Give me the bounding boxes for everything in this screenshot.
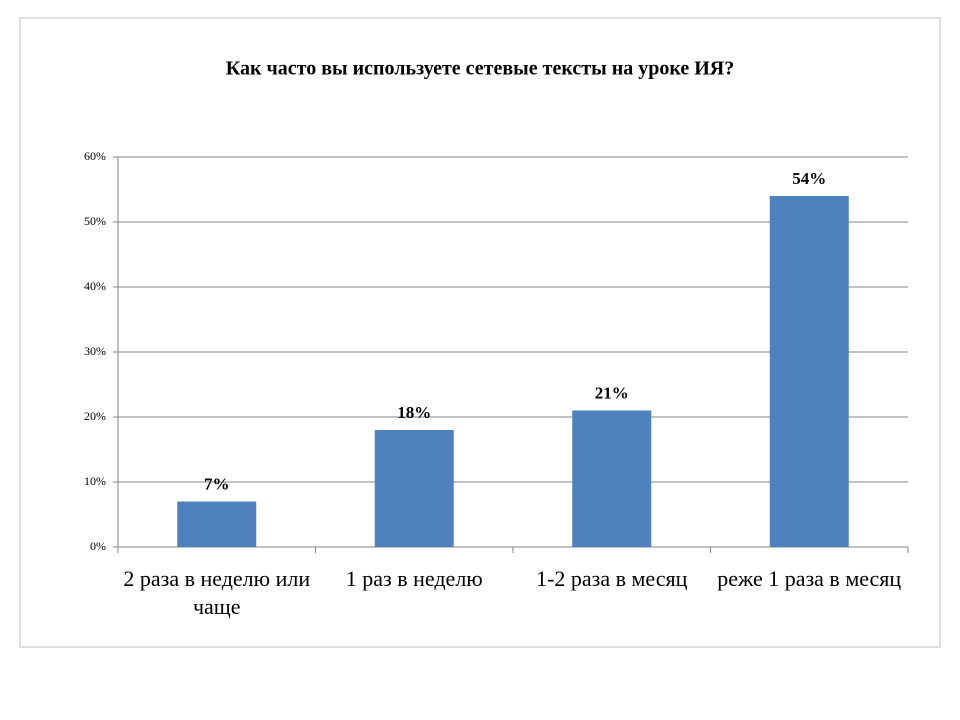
y-tick-label: 30% [84,344,106,358]
data-label: 21% [595,383,629,402]
data-label: 54% [792,169,826,188]
y-tick-label: 10% [84,474,106,488]
bar [374,430,454,547]
x-tick-label: 1-2 раза в месяц [536,566,688,591]
y-tick-label: 50% [84,214,106,228]
y-tick-label: 0% [90,539,106,553]
x-tick-label: 1 раз в неделю [345,566,483,591]
data-label: 7% [204,474,230,493]
y-tick-label: 20% [84,409,106,423]
data-label: 18% [397,403,431,422]
bar [177,501,257,547]
x-tick-label: 2 раза в неделю или чаще [123,566,311,619]
x-tick-label: реже 1 раза в месяц [717,566,902,591]
y-tick-label: 40% [84,279,106,293]
bar [572,410,652,547]
bar [769,196,849,547]
y-tick-label: 60% [84,149,106,163]
chart-title: Как часто вы используете сетевые тексты … [226,58,735,80]
